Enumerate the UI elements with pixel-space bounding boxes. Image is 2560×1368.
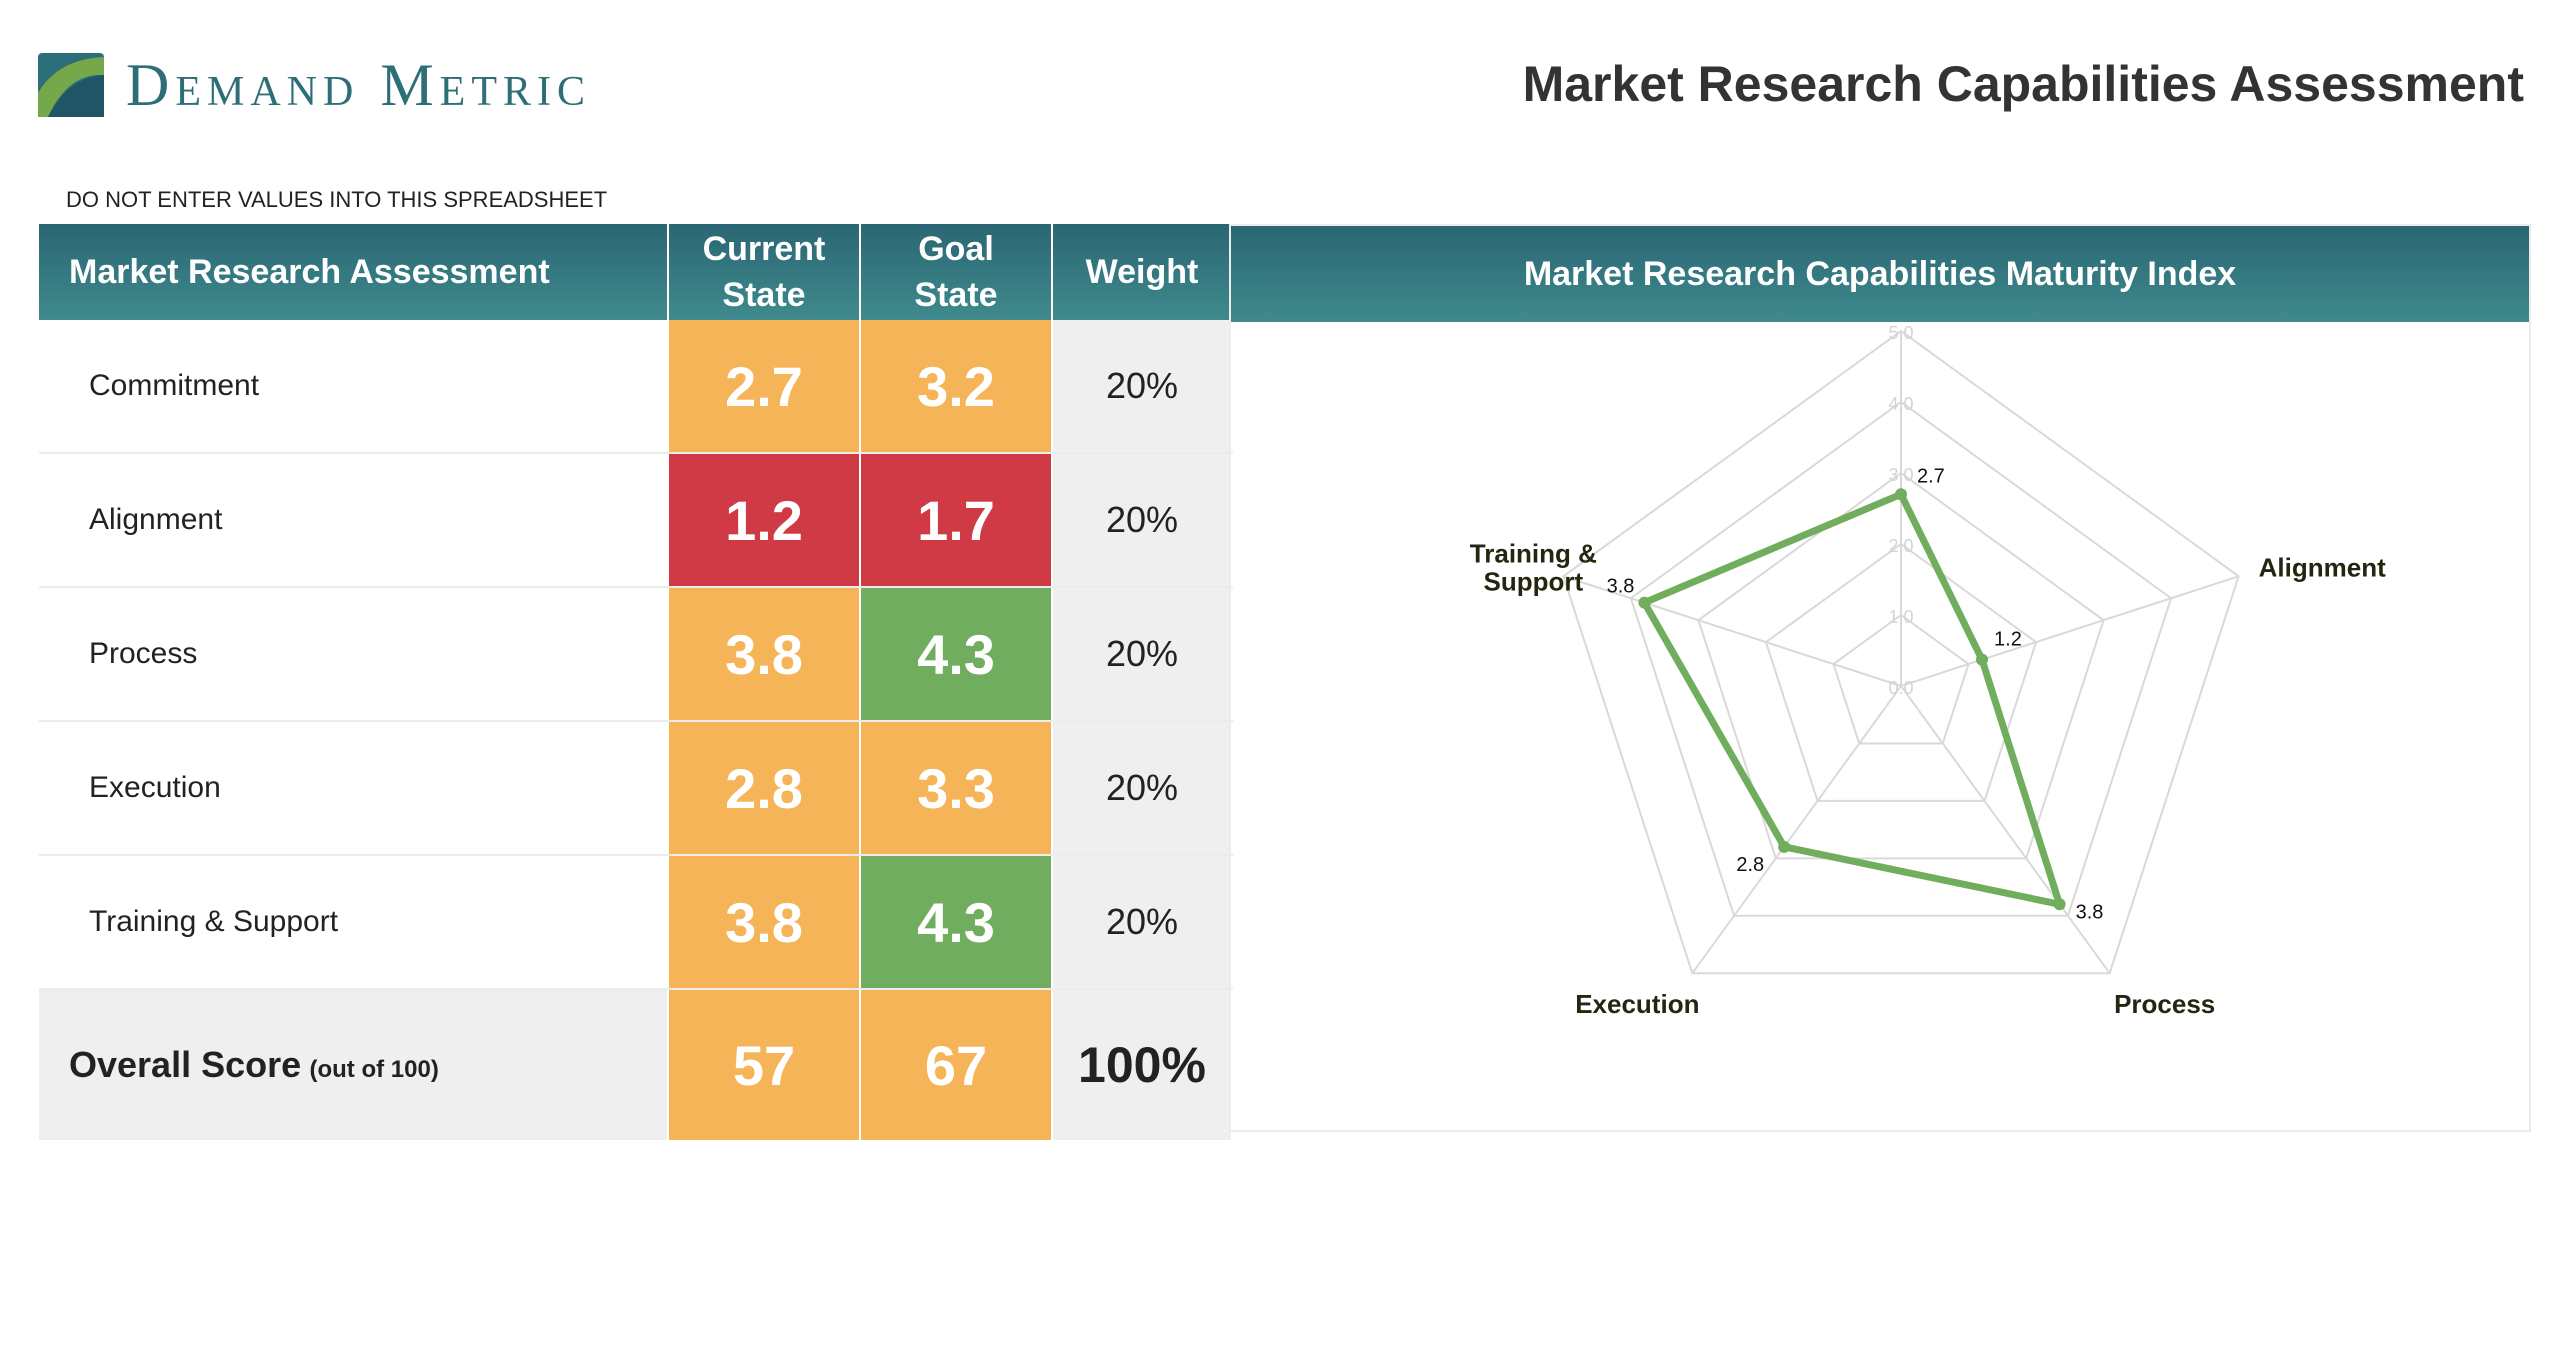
weight-cell: 20% [1052,320,1233,454]
radar-category-label: Process [2114,989,2215,1019]
weight-cell: 20% [1052,453,1233,588]
radar-data-point [1895,488,1907,501]
brand-logo: Demand Metric [38,50,591,120]
radar-data-label: 3.8 [1607,576,1635,598]
row-label: Process [39,587,669,722]
radar-grid-ring [1832,613,1970,745]
radar-series-line [1640,490,2064,908]
current-state-cell: 1.2 [668,453,861,588]
radar-chart: 0.01.02.03.04.05.0CommitmentAlignmentPro… [1470,323,2386,1019]
header-weight: Weight [1052,224,1233,320]
radar-tick-label: 4.0 [1888,394,1913,414]
weight-cell: 20% [1052,855,1233,990]
radar-data-label: 2.7 [1917,465,1945,487]
radar-tick-label: 1.0 [1888,607,1913,627]
current-state-cell: 2.7 [668,320,861,454]
radar-grid-ring [1697,471,2105,860]
radar-spoke [1691,685,1902,974]
warning-note: DO NOT ENTER VALUES INTO THIS SPREADSHEE… [66,187,608,212]
goal-state-cell: 1.7 [860,453,1053,588]
current-state-cell: 3.8 [668,855,861,990]
table-header-row: Market Research Assessment Current State… [39,224,1233,320]
header-goal-line2: State [914,276,998,314]
radar-data-label: 3.8 [2076,901,2104,923]
radar-data-point [1778,840,1791,853]
row-label: Alignment [39,453,669,588]
radar-grid-ring [1629,400,2173,917]
radar-tick-label: 5.0 [1888,323,1913,343]
radar-tick-label: 0.0 [1888,678,1913,698]
header-goal-state: Goal State [860,224,1053,320]
radar-tick-label: 3.0 [1888,465,1913,485]
table-row: Process 3.8 4.3 20% [39,587,1233,722]
overall-score-row: Overall Score (out of 100) 57 67 100% [39,989,1233,1140]
overall-score-subtitle: (out of 100) [309,1056,439,1083]
table-row: Commitment 2.7 3.2 20% [39,320,1233,454]
radar-spoke [1900,685,2111,974]
radar-tick-label: 2.0 [1888,536,1913,556]
radar-grid-ring [1764,542,2038,802]
weight-cell: 20% [1052,721,1233,856]
maturity-index-chart-panel: Market Research Capabilities Maturity In… [1229,224,2531,1132]
table-row: Training & Support 3.8 4.3 20% [39,855,1233,990]
header-goal-line1: Goal [918,230,994,268]
radar-category-label: Training & Support [1470,538,1597,596]
radar-category-label: Execution [1575,989,1699,1019]
header-current-line1: Current [702,230,826,268]
overall-goal-score: 67 [860,989,1053,1140]
overall-score-label: Overall Score (out of 100) [39,989,669,1140]
radar-data-point [2053,898,2066,911]
header-current-line2: State [722,276,806,314]
table-row: Execution 2.8 3.3 20% [39,721,1233,856]
header-current-state: Current State [668,224,861,320]
current-state-cell: 2.8 [668,721,861,856]
page-title: Market Research Capabilities Assessment [1522,56,2524,112]
row-label: Commitment [39,320,669,454]
radar-data-point [1638,596,1651,609]
goal-state-cell: 4.3 [860,855,1053,990]
demand-metric-logo-icon [38,53,104,117]
radar-spoke [1900,575,2239,687]
radar-data-label: 1.2 [1994,629,2022,651]
brand-name: Demand Metric [126,51,591,118]
row-label: Training & Support [39,855,669,990]
assessment-table: Market Research Assessment Current State… [39,224,1233,1140]
radar-data-label: 2.8 [1736,854,1764,876]
overall-current-score: 57 [668,989,861,1140]
goal-state-cell: 4.3 [860,587,1053,722]
radar-data-point [1976,653,1989,666]
overall-score-title: Overall Score [69,1044,302,1085]
chart-title: Market Research Capabilities Maturity In… [1231,226,2529,322]
weight-cell: 20% [1052,587,1233,722]
header-assessment: Market Research Assessment [39,224,669,320]
goal-state-cell: 3.3 [860,721,1053,856]
current-state-cell: 3.8 [668,587,861,722]
radar-spoke [1563,575,1902,687]
row-label: Execution [39,721,669,856]
table-row: Alignment 1.2 1.7 20% [39,453,1233,588]
overall-weight: 100% [1052,989,1233,1140]
radar-category-label: Alignment [2259,552,2386,582]
radar-grid-ring [1562,329,2240,975]
goal-state-cell: 3.2 [860,320,1053,454]
